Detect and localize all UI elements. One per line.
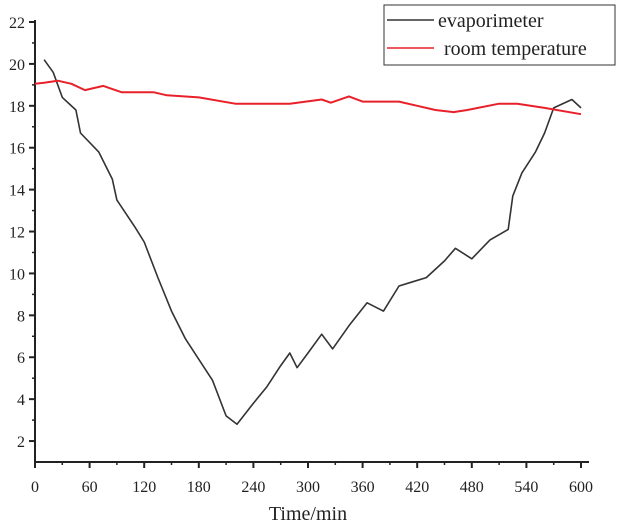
axes: 2 4 6 8 10 12 14 16 18 20 22 0 60 120 180 240 300 360 420 4… [9, 15, 593, 496]
y-tick-label: 20 [9, 57, 25, 74]
y-tick-label: 22 [9, 15, 25, 32]
series-line-evaporimeter [43, 59, 582, 426]
x-tick-label: 120 [132, 479, 156, 496]
y-tick-label: 2 [17, 434, 25, 451]
x-tick-label: 600 [569, 479, 593, 496]
x-tick-label: 0 [31, 479, 39, 496]
y-tick-label: 8 [17, 308, 25, 325]
legend-label-evaporimeter: evaporimeter [438, 10, 544, 32]
y-tick-label: 6 [17, 350, 25, 367]
legend: evaporimeter room temperature [383, 4, 616, 66]
series-line-room-temperature [34, 79, 582, 116]
y-tick-label: 4 [17, 392, 25, 409]
y-tick-label: 10 [9, 266, 25, 283]
y-tick-label: 18 [9, 99, 25, 116]
y-tick-label: 12 [9, 225, 25, 242]
y-tick-label: 16 [9, 141, 25, 158]
x-axis-label: Time/min [269, 503, 347, 525]
x-tick-label: 300 [296, 479, 320, 496]
x-tick-label: 180 [187, 479, 211, 496]
legend-label-room-temperature: room temperature [444, 38, 587, 60]
x-tick-label: 240 [241, 479, 265, 496]
legend-box [383, 4, 616, 66]
x-tick-label: 420 [405, 479, 429, 496]
x-tick-label: 540 [514, 479, 538, 496]
x-tick-label: 360 [351, 479, 375, 496]
x-tick-label: 60 [82, 479, 98, 496]
y-tick-label: 14 [9, 183, 25, 200]
x-tick-label: 480 [460, 479, 484, 496]
series-lines [34, 59, 582, 426]
